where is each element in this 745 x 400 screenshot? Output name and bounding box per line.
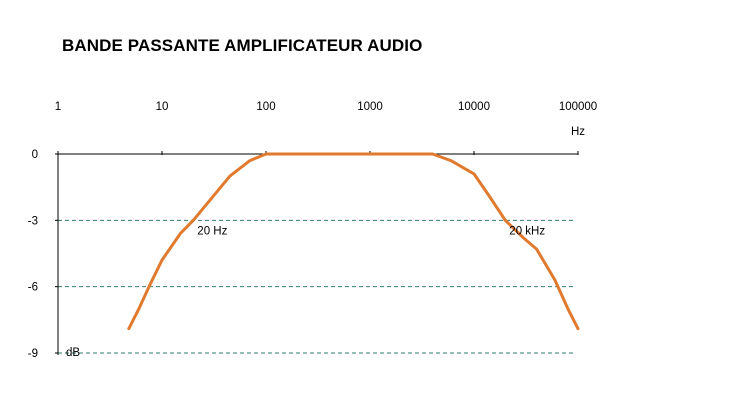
chart-title: BANDE PASSANTE AMPLIFICATEUR AUDIO: [62, 36, 423, 55]
x-tick-label: 100000: [559, 101, 597, 113]
series: [127, 152, 580, 331]
grid-lines: [58, 219, 575, 354]
y-tick-label: -9: [28, 348, 38, 360]
y-tick-label: -3: [28, 215, 38, 227]
annotation-label: 20 kHz: [509, 225, 545, 237]
x-tick-label: 10000: [458, 101, 490, 113]
x-tick-label: 100: [256, 101, 275, 113]
axes: [55, 151, 579, 355]
annotation-label: 20 Hz: [197, 225, 227, 237]
y-tick-label: 0: [32, 149, 38, 161]
y-unit-label: dB: [66, 347, 80, 359]
x-unit-label: Hz: [571, 126, 585, 138]
series-line-0: [127, 152, 580, 331]
y-tick-label: -6: [28, 282, 38, 294]
x-tick-label: 1000: [357, 101, 383, 113]
x-tick-label: 1: [55, 101, 61, 113]
annotations: 20 Hz 20 kHz: [197, 225, 545, 237]
tick-labels: 1 10 100 1000 10000 100000 Hz 0 -3 -6 -9 dB: [28, 101, 597, 360]
x-tick-label: 10: [156, 101, 169, 113]
